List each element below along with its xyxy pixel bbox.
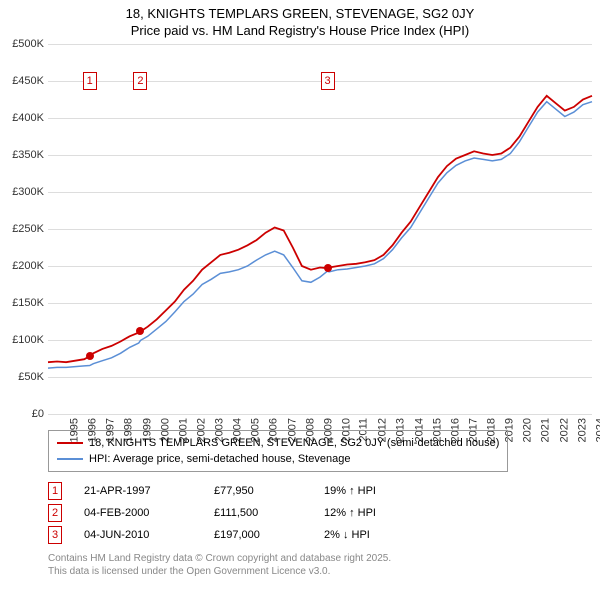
legend-label: HPI: Average price, semi-detached house,… — [89, 451, 351, 467]
chart-plot-area: 1 2 3 — [48, 44, 592, 414]
legend-label: 18, KNIGHTS TEMPLARS GREEN, STEVENAGE, S… — [89, 435, 499, 451]
y-axis-tick-label: £200K — [0, 260, 44, 272]
y-axis-tick-label: £400K — [0, 112, 44, 124]
y-axis-tick-label: £300K — [0, 186, 44, 198]
y-axis-tick-label: £150K — [0, 297, 44, 309]
y-axis-tick-label: £450K — [0, 75, 44, 87]
footer-line1: Contains HM Land Registry data © Crown c… — [48, 552, 391, 565]
sales-row: 3 04-JUN-2010£197,0002% ↓ HPI — [48, 524, 434, 546]
chart-title-line1: 18, KNIGHTS TEMPLARS GREEN, STEVENAGE, S… — [0, 6, 600, 21]
sales-row-date: 21-APR-1997 — [84, 485, 214, 497]
x-axis-tick-label: 2021 — [540, 418, 552, 442]
sales-table: 1 21-APR-1997£77,95019% ↑ HPI 2 04-FEB-2000… — [48, 480, 434, 546]
legend-swatch — [57, 458, 83, 460]
series-line — [48, 96, 592, 362]
y-axis-tick-label: £350K — [0, 149, 44, 161]
sales-row-price: £197,000 — [214, 529, 324, 541]
chart-lines — [48, 44, 592, 414]
sales-row: 2 04-FEB-2000£111,50012% ↑ HPI — [48, 502, 434, 524]
sales-row-price: £111,500 — [214, 507, 324, 519]
chart-title-line2: Price paid vs. HM Land Registry's House … — [0, 23, 600, 38]
legend-item: 18, KNIGHTS TEMPLARS GREEN, STEVENAGE, S… — [57, 435, 499, 451]
series-line — [48, 102, 592, 368]
y-axis-tick-label: £50K — [0, 371, 44, 383]
footer-line2: This data is licensed under the Open Gov… — [48, 565, 391, 578]
chart-footer: Contains HM Land Registry data © Crown c… — [48, 552, 391, 578]
sales-row: 1 21-APR-1997£77,95019% ↑ HPI — [48, 480, 434, 502]
y-axis-tick-label: £500K — [0, 38, 44, 50]
sale-marker-dot — [86, 352, 94, 360]
y-axis-tick-label: £0 — [0, 408, 44, 420]
x-axis-tick-label: 2020 — [522, 418, 534, 442]
sales-row-hpi: 19% ↑ HPI — [324, 485, 434, 497]
legend-swatch — [57, 442, 83, 444]
sales-row-date: 04-JUN-2010 — [84, 529, 214, 541]
y-axis-tick-label: £250K — [0, 223, 44, 235]
sales-row-hpi: 2% ↓ HPI — [324, 529, 434, 541]
sales-row-marker: 3 — [48, 526, 62, 544]
x-axis-tick-label: 2024 — [594, 418, 600, 442]
sales-row-price: £77,950 — [214, 485, 324, 497]
x-axis-tick-label: 2022 — [558, 418, 570, 442]
sale-marker-box: 3 — [321, 72, 335, 90]
x-axis-tick-label: 2023 — [576, 418, 588, 442]
sales-row-hpi: 12% ↑ HPI — [324, 507, 434, 519]
sale-marker-box: 2 — [133, 72, 147, 90]
sales-row-marker: 1 — [48, 482, 62, 500]
sales-row-date: 04-FEB-2000 — [84, 507, 214, 519]
sale-marker-dot — [324, 264, 332, 272]
sale-marker-box: 1 — [83, 72, 97, 90]
legend-item: HPI: Average price, semi-detached house,… — [57, 451, 499, 467]
gridline — [48, 414, 592, 415]
sales-row-marker: 2 — [48, 504, 62, 522]
sale-marker-dot — [136, 327, 144, 335]
chart-legend: 18, KNIGHTS TEMPLARS GREEN, STEVENAGE, S… — [48, 430, 508, 472]
y-axis-tick-label: £100K — [0, 334, 44, 346]
